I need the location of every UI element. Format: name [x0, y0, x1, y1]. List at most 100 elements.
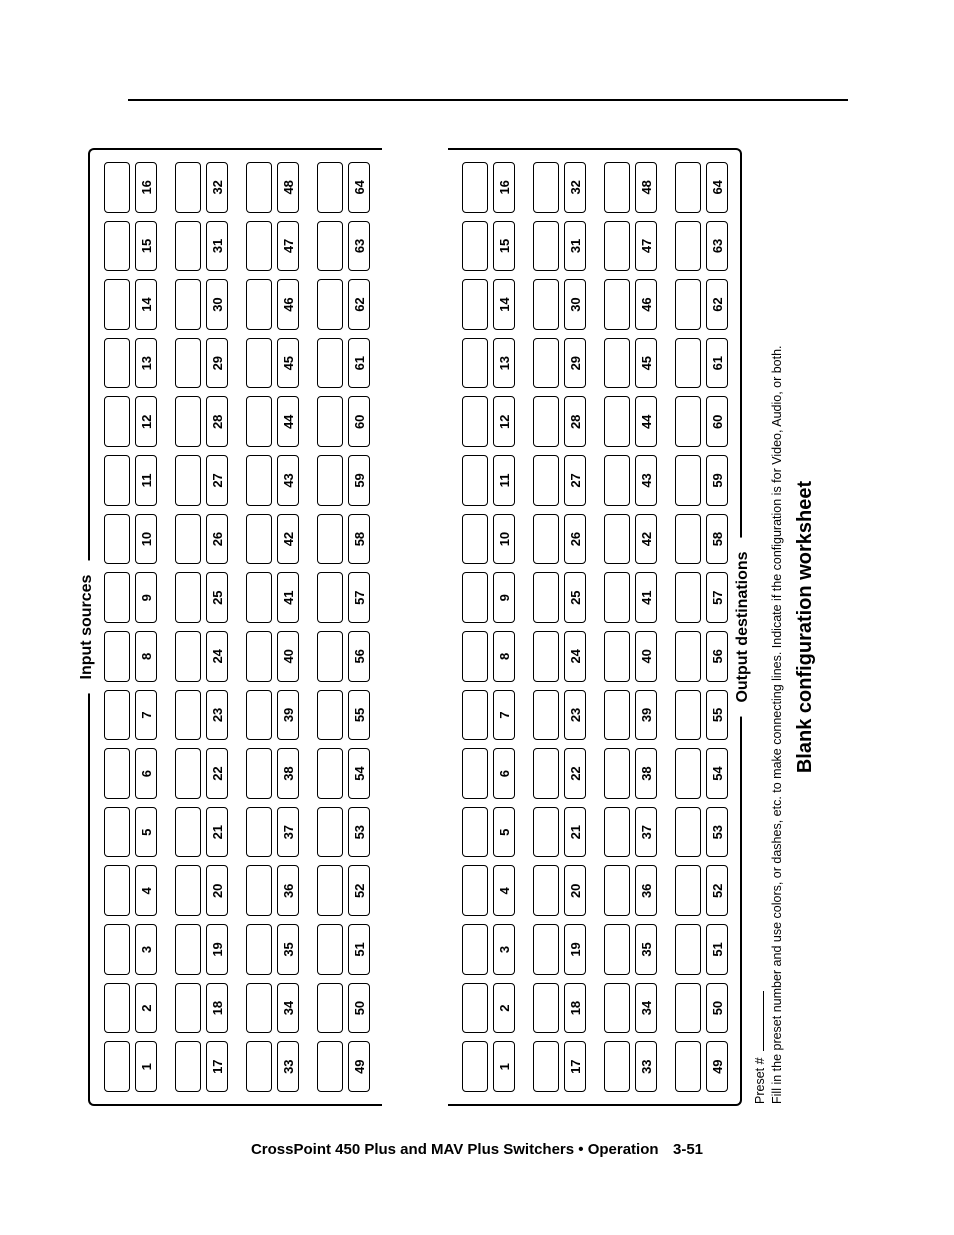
- inputs-slot[interactable]: [317, 514, 343, 565]
- inputs-slot[interactable]: [317, 221, 343, 272]
- outputs-slot[interactable]: [604, 455, 630, 506]
- inputs-slot[interactable]: [104, 983, 130, 1034]
- outputs-slot[interactable]: [675, 455, 701, 506]
- outputs-slot[interactable]: [462, 514, 488, 565]
- outputs-slot[interactable]: [675, 279, 701, 330]
- inputs-slot[interactable]: [317, 690, 343, 741]
- inputs-slot[interactable]: [175, 455, 201, 506]
- inputs-slot[interactable]: [246, 279, 272, 330]
- outputs-slot[interactable]: [533, 924, 559, 975]
- inputs-slot[interactable]: [175, 748, 201, 799]
- outputs-slot[interactable]: [533, 338, 559, 389]
- inputs-slot[interactable]: [104, 514, 130, 565]
- inputs-slot[interactable]: [246, 221, 272, 272]
- outputs-slot[interactable]: [675, 221, 701, 272]
- outputs-slot[interactable]: [604, 924, 630, 975]
- inputs-slot[interactable]: [104, 338, 130, 389]
- outputs-slot[interactable]: [675, 631, 701, 682]
- outputs-slot[interactable]: [533, 631, 559, 682]
- inputs-slot[interactable]: [104, 631, 130, 682]
- outputs-slot[interactable]: [675, 1041, 701, 1092]
- preset-blank[interactable]: [753, 991, 764, 1051]
- inputs-slot[interactable]: [175, 279, 201, 330]
- outputs-slot[interactable]: [604, 807, 630, 858]
- outputs-slot[interactable]: [533, 983, 559, 1034]
- inputs-slot[interactable]: [104, 397, 130, 448]
- outputs-slot[interactable]: [462, 748, 488, 799]
- outputs-slot[interactable]: [533, 807, 559, 858]
- inputs-slot[interactable]: [104, 748, 130, 799]
- inputs-slot[interactable]: [175, 983, 201, 1034]
- inputs-slot[interactable]: [317, 455, 343, 506]
- inputs-slot[interactable]: [104, 572, 130, 623]
- inputs-slot[interactable]: [175, 866, 201, 917]
- outputs-slot[interactable]: [604, 748, 630, 799]
- inputs-slot[interactable]: [317, 572, 343, 623]
- inputs-slot[interactable]: [175, 221, 201, 272]
- outputs-slot[interactable]: [604, 221, 630, 272]
- inputs-slot[interactable]: [246, 338, 272, 389]
- inputs-slot[interactable]: [317, 924, 343, 975]
- inputs-slot[interactable]: [246, 866, 272, 917]
- outputs-slot[interactable]: [604, 572, 630, 623]
- inputs-slot[interactable]: [246, 397, 272, 448]
- outputs-slot[interactable]: [604, 279, 630, 330]
- outputs-slot[interactable]: [604, 1041, 630, 1092]
- outputs-slot[interactable]: [533, 866, 559, 917]
- inputs-slot[interactable]: [175, 162, 201, 213]
- inputs-slot[interactable]: [317, 631, 343, 682]
- outputs-slot[interactable]: [604, 397, 630, 448]
- inputs-slot[interactable]: [104, 455, 130, 506]
- inputs-slot[interactable]: [175, 338, 201, 389]
- inputs-slot[interactable]: [317, 807, 343, 858]
- outputs-slot[interactable]: [462, 162, 488, 213]
- outputs-slot[interactable]: [462, 397, 488, 448]
- outputs-slot[interactable]: [462, 807, 488, 858]
- outputs-slot[interactable]: [604, 338, 630, 389]
- inputs-slot[interactable]: [175, 572, 201, 623]
- inputs-slot[interactable]: [317, 866, 343, 917]
- inputs-slot[interactable]: [317, 1041, 343, 1092]
- outputs-slot[interactable]: [604, 983, 630, 1034]
- outputs-slot[interactable]: [462, 983, 488, 1034]
- outputs-slot[interactable]: [604, 514, 630, 565]
- outputs-slot[interactable]: [675, 514, 701, 565]
- outputs-slot[interactable]: [462, 690, 488, 741]
- inputs-slot[interactable]: [104, 279, 130, 330]
- outputs-slot[interactable]: [675, 748, 701, 799]
- outputs-slot[interactable]: [675, 162, 701, 213]
- inputs-slot[interactable]: [104, 1041, 130, 1092]
- inputs-slot[interactable]: [175, 397, 201, 448]
- outputs-slot[interactable]: [533, 397, 559, 448]
- inputs-slot[interactable]: [246, 1041, 272, 1092]
- outputs-slot[interactable]: [462, 631, 488, 682]
- inputs-slot[interactable]: [104, 690, 130, 741]
- inputs-slot[interactable]: [246, 690, 272, 741]
- inputs-slot[interactable]: [246, 514, 272, 565]
- inputs-slot[interactable]: [317, 162, 343, 213]
- outputs-slot[interactable]: [675, 572, 701, 623]
- outputs-slot[interactable]: [533, 748, 559, 799]
- outputs-slot[interactable]: [462, 221, 488, 272]
- outputs-slot[interactable]: [675, 866, 701, 917]
- outputs-slot[interactable]: [533, 221, 559, 272]
- outputs-slot[interactable]: [462, 924, 488, 975]
- inputs-slot[interactable]: [175, 690, 201, 741]
- outputs-slot[interactable]: [462, 1041, 488, 1092]
- outputs-slot[interactable]: [675, 807, 701, 858]
- outputs-slot[interactable]: [533, 279, 559, 330]
- inputs-slot[interactable]: [317, 279, 343, 330]
- outputs-slot[interactable]: [533, 514, 559, 565]
- outputs-slot[interactable]: [533, 455, 559, 506]
- outputs-slot[interactable]: [462, 338, 488, 389]
- inputs-slot[interactable]: [104, 866, 130, 917]
- outputs-slot[interactable]: [462, 455, 488, 506]
- outputs-slot[interactable]: [675, 397, 701, 448]
- outputs-slot[interactable]: [604, 866, 630, 917]
- outputs-slot[interactable]: [675, 338, 701, 389]
- outputs-slot[interactable]: [604, 690, 630, 741]
- outputs-slot[interactable]: [533, 1041, 559, 1092]
- inputs-slot[interactable]: [246, 807, 272, 858]
- inputs-slot[interactable]: [104, 807, 130, 858]
- outputs-slot[interactable]: [533, 572, 559, 623]
